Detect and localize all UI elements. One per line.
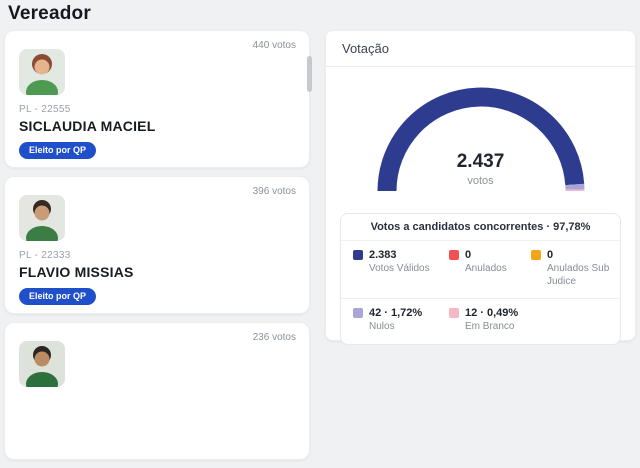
elected-badge: Eleito por QP [19,288,97,305]
candidate-card[interactable]: 236 votos [4,322,310,460]
total-votes-value: 2.437 [456,151,505,172]
legend-value: 42 · 1,72% [369,307,423,319]
legend-label: Votos Válidos [369,263,430,274]
candidate-avatar [19,341,65,387]
total-votes-label: votos [467,175,494,187]
avatar-image [19,341,65,387]
legend-color-swatch [531,250,541,260]
panel-title: Votação [326,31,635,67]
legend-color-swatch [449,250,459,260]
legend-item-nulos: 42 · 1,72% Nulos [353,307,449,334]
candidate-votes: 236 votos [252,332,296,343]
legend-item-anulados: 0 Anulados [449,249,531,288]
legend-color-swatch [353,250,363,260]
legend-value: 0 [465,249,472,261]
legend-label: Nulos [369,321,395,332]
gauge-arc-svg [377,87,584,192]
votes-summary-box: Votos a candidatos concorrentes · 97,78%… [340,213,621,345]
candidate-name: FLAVIO MISSIAS [19,264,134,280]
candidate-card[interactable]: 440 votos PL - 22555 SICLAUDIA MACIEL El… [4,30,310,168]
legend-value: 2.383 [369,249,397,261]
elected-badge: Eleito por QP [19,142,97,159]
legend-color-swatch [353,308,363,318]
legend-value: 12 · 0,49% [465,307,519,319]
legend-value: 0 [547,249,554,261]
legend-item-votos-validos: 2.383 Votos Válidos [353,249,449,288]
summary-title: Votos a candidatos concorrentes · 97,78% [341,214,620,241]
candidate-votes: 396 votos [252,186,296,197]
scrollbar-thumb[interactable] [307,56,312,92]
gauge-center-text: 2.437 votos [326,151,635,187]
legend-row-2: 42 · 1,72% Nulos 12 · 0,49% Em Branco [341,298,620,344]
votacao-panel: Votação 2.437 votos Votos a candidatos c… [325,30,636,345]
candidate-avatar [19,49,65,95]
candidate-party-number: PL - 22555 [19,104,71,115]
legend-label: Anulados Sub Judice [547,263,610,287]
candidate-name: SICLAUDIA MACIEL [19,118,156,134]
candidate-card[interactable]: 396 votos PL - 22333 FLAVIO MISSIAS Elei… [4,176,310,314]
candidate-list: 440 votos PL - 22555 SICLAUDIA MACIEL El… [4,30,312,468]
page-title: Vereador [8,3,91,24]
candidate-votes: 440 votos [252,40,296,51]
avatar-image [19,195,65,241]
avatar-image [19,49,65,95]
legend-item-anulados-sub-judice: 0 Anulados Sub Judice [531,249,620,288]
legend-color-swatch [449,308,459,318]
legend-row-1: 2.383 Votos Válidos 0 Anulados 0 Anulado… [341,241,620,298]
legend-label: Em Branco [465,321,515,332]
candidate-avatar [19,195,65,241]
candidate-party-number: PL - 22333 [19,250,71,261]
legend-item-em-branco: 12 · 0,49% Em Branco [449,307,531,334]
gauge-chart: 2.437 votos [326,67,635,209]
legend-label: Anulados [465,263,507,274]
